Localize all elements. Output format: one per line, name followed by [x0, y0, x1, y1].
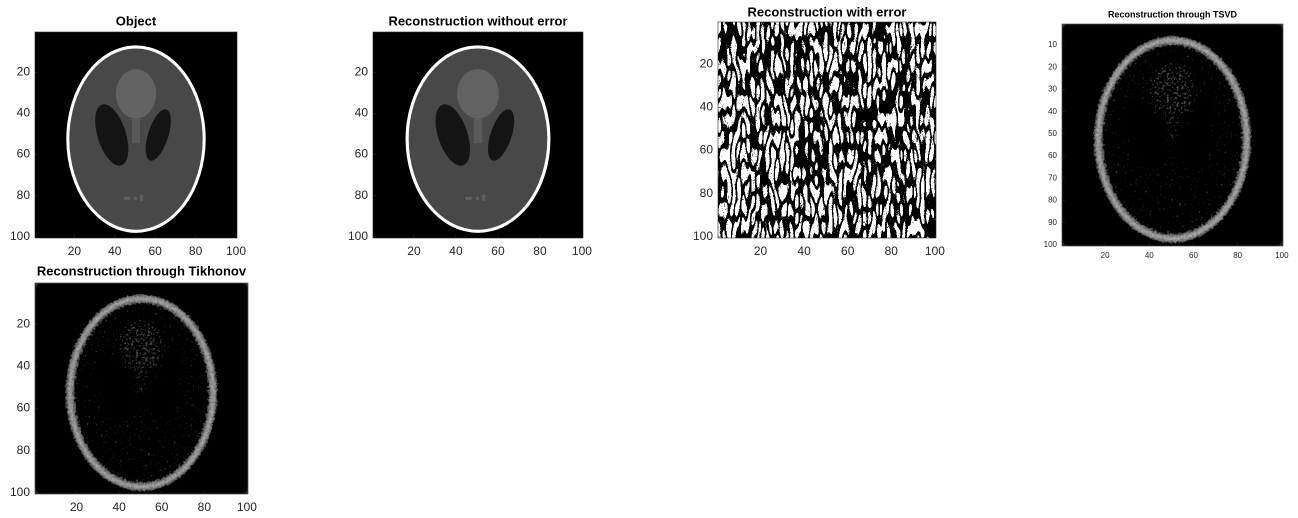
x-tick-label: 60: [841, 244, 855, 258]
y-tick-label: 100: [1044, 240, 1058, 249]
x-tick-label: 60: [149, 244, 163, 258]
x-tick-label: 80: [198, 500, 212, 514]
x-tick-label: 100: [237, 500, 257, 514]
x-tick-label: 100: [1275, 251, 1289, 260]
phantom-image: [373, 32, 583, 238]
noise-image: [718, 22, 936, 238]
image: [1062, 24, 1283, 246]
x-tick-label: 20: [407, 244, 421, 258]
axes-box: [1061, 23, 1284, 247]
y-tick-label: 60: [17, 401, 31, 415]
y-tick-label: 30: [1048, 85, 1057, 94]
y-tick-label: 20: [355, 64, 369, 78]
phantom-image: [1062, 24, 1283, 246]
x-tick-label: 40: [449, 244, 463, 258]
axes-box: [34, 31, 238, 239]
y-tick-label: 80: [17, 443, 31, 457]
y-tick-label: 20: [17, 316, 31, 330]
panel-title: Reconstruction through Tikhonov: [37, 263, 247, 278]
panel-title: Reconstruction without error: [388, 13, 567, 28]
x-tick-label: 20: [754, 244, 768, 258]
y-tick-label: 20: [1048, 62, 1057, 71]
y-tick-label: 40: [1048, 107, 1057, 116]
x-tick-label: 80: [1233, 251, 1242, 260]
x-tick-label: 40: [1145, 251, 1154, 260]
x-tick-label: 80: [189, 244, 203, 258]
x-tick-label: 80: [885, 244, 899, 258]
x-tick-label: 40: [108, 244, 122, 258]
panel-title: Object: [116, 13, 157, 28]
image: [373, 32, 583, 238]
y-tick-label: 40: [17, 106, 31, 120]
y-tick-label: 40: [700, 99, 714, 113]
x-tick-label: 80: [533, 244, 547, 258]
y-tick-label: 60: [355, 147, 369, 161]
x-tick-label: 60: [491, 244, 505, 258]
panel-title: Reconstruction through TSVD: [1108, 9, 1237, 19]
y-tick-label: 100: [10, 485, 30, 499]
x-tick-label: 60: [155, 500, 169, 514]
y-tick-label: 80: [17, 188, 31, 202]
y-tick-label: 100: [10, 229, 30, 243]
y-tick-label: 90: [1048, 218, 1057, 227]
y-tick-label: 60: [1048, 151, 1057, 160]
x-tick-label: 100: [572, 244, 592, 258]
phantom-image: [35, 32, 237, 238]
x-tick-label: 100: [226, 244, 246, 258]
y-tick-label: 20: [700, 56, 714, 70]
y-tick-label: 80: [700, 186, 714, 200]
x-tick-label: 40: [112, 500, 126, 514]
y-tick-label: 40: [355, 106, 369, 120]
y-tick-label: 100: [348, 229, 368, 243]
x-tick-label: 40: [797, 244, 811, 258]
y-tick-label: 60: [17, 147, 31, 161]
axes-box: [717, 21, 937, 239]
y-tick-label: 80: [355, 188, 369, 202]
axes-box: [372, 31, 584, 239]
y-tick-label: 50: [1048, 129, 1057, 138]
x-tick-label: 20: [68, 244, 82, 258]
y-tick-label: 80: [1048, 196, 1057, 205]
image: [718, 22, 936, 238]
image: [35, 283, 248, 494]
panel-title: Reconstruction with error: [748, 4, 907, 19]
y-tick-label: 70: [1048, 173, 1057, 182]
axes-box: [34, 282, 249, 495]
phantom-image: [35, 283, 248, 494]
x-tick-label: 100: [925, 244, 945, 258]
y-tick-label: 20: [17, 64, 31, 78]
y-tick-label: 40: [17, 359, 31, 373]
image: [35, 32, 237, 238]
y-tick-label: 10: [1048, 40, 1057, 49]
y-tick-label: 100: [693, 229, 713, 243]
x-tick-label: 20: [70, 500, 84, 514]
x-tick-label: 20: [1101, 251, 1110, 260]
x-tick-label: 60: [1189, 251, 1198, 260]
y-tick-label: 60: [700, 143, 714, 157]
